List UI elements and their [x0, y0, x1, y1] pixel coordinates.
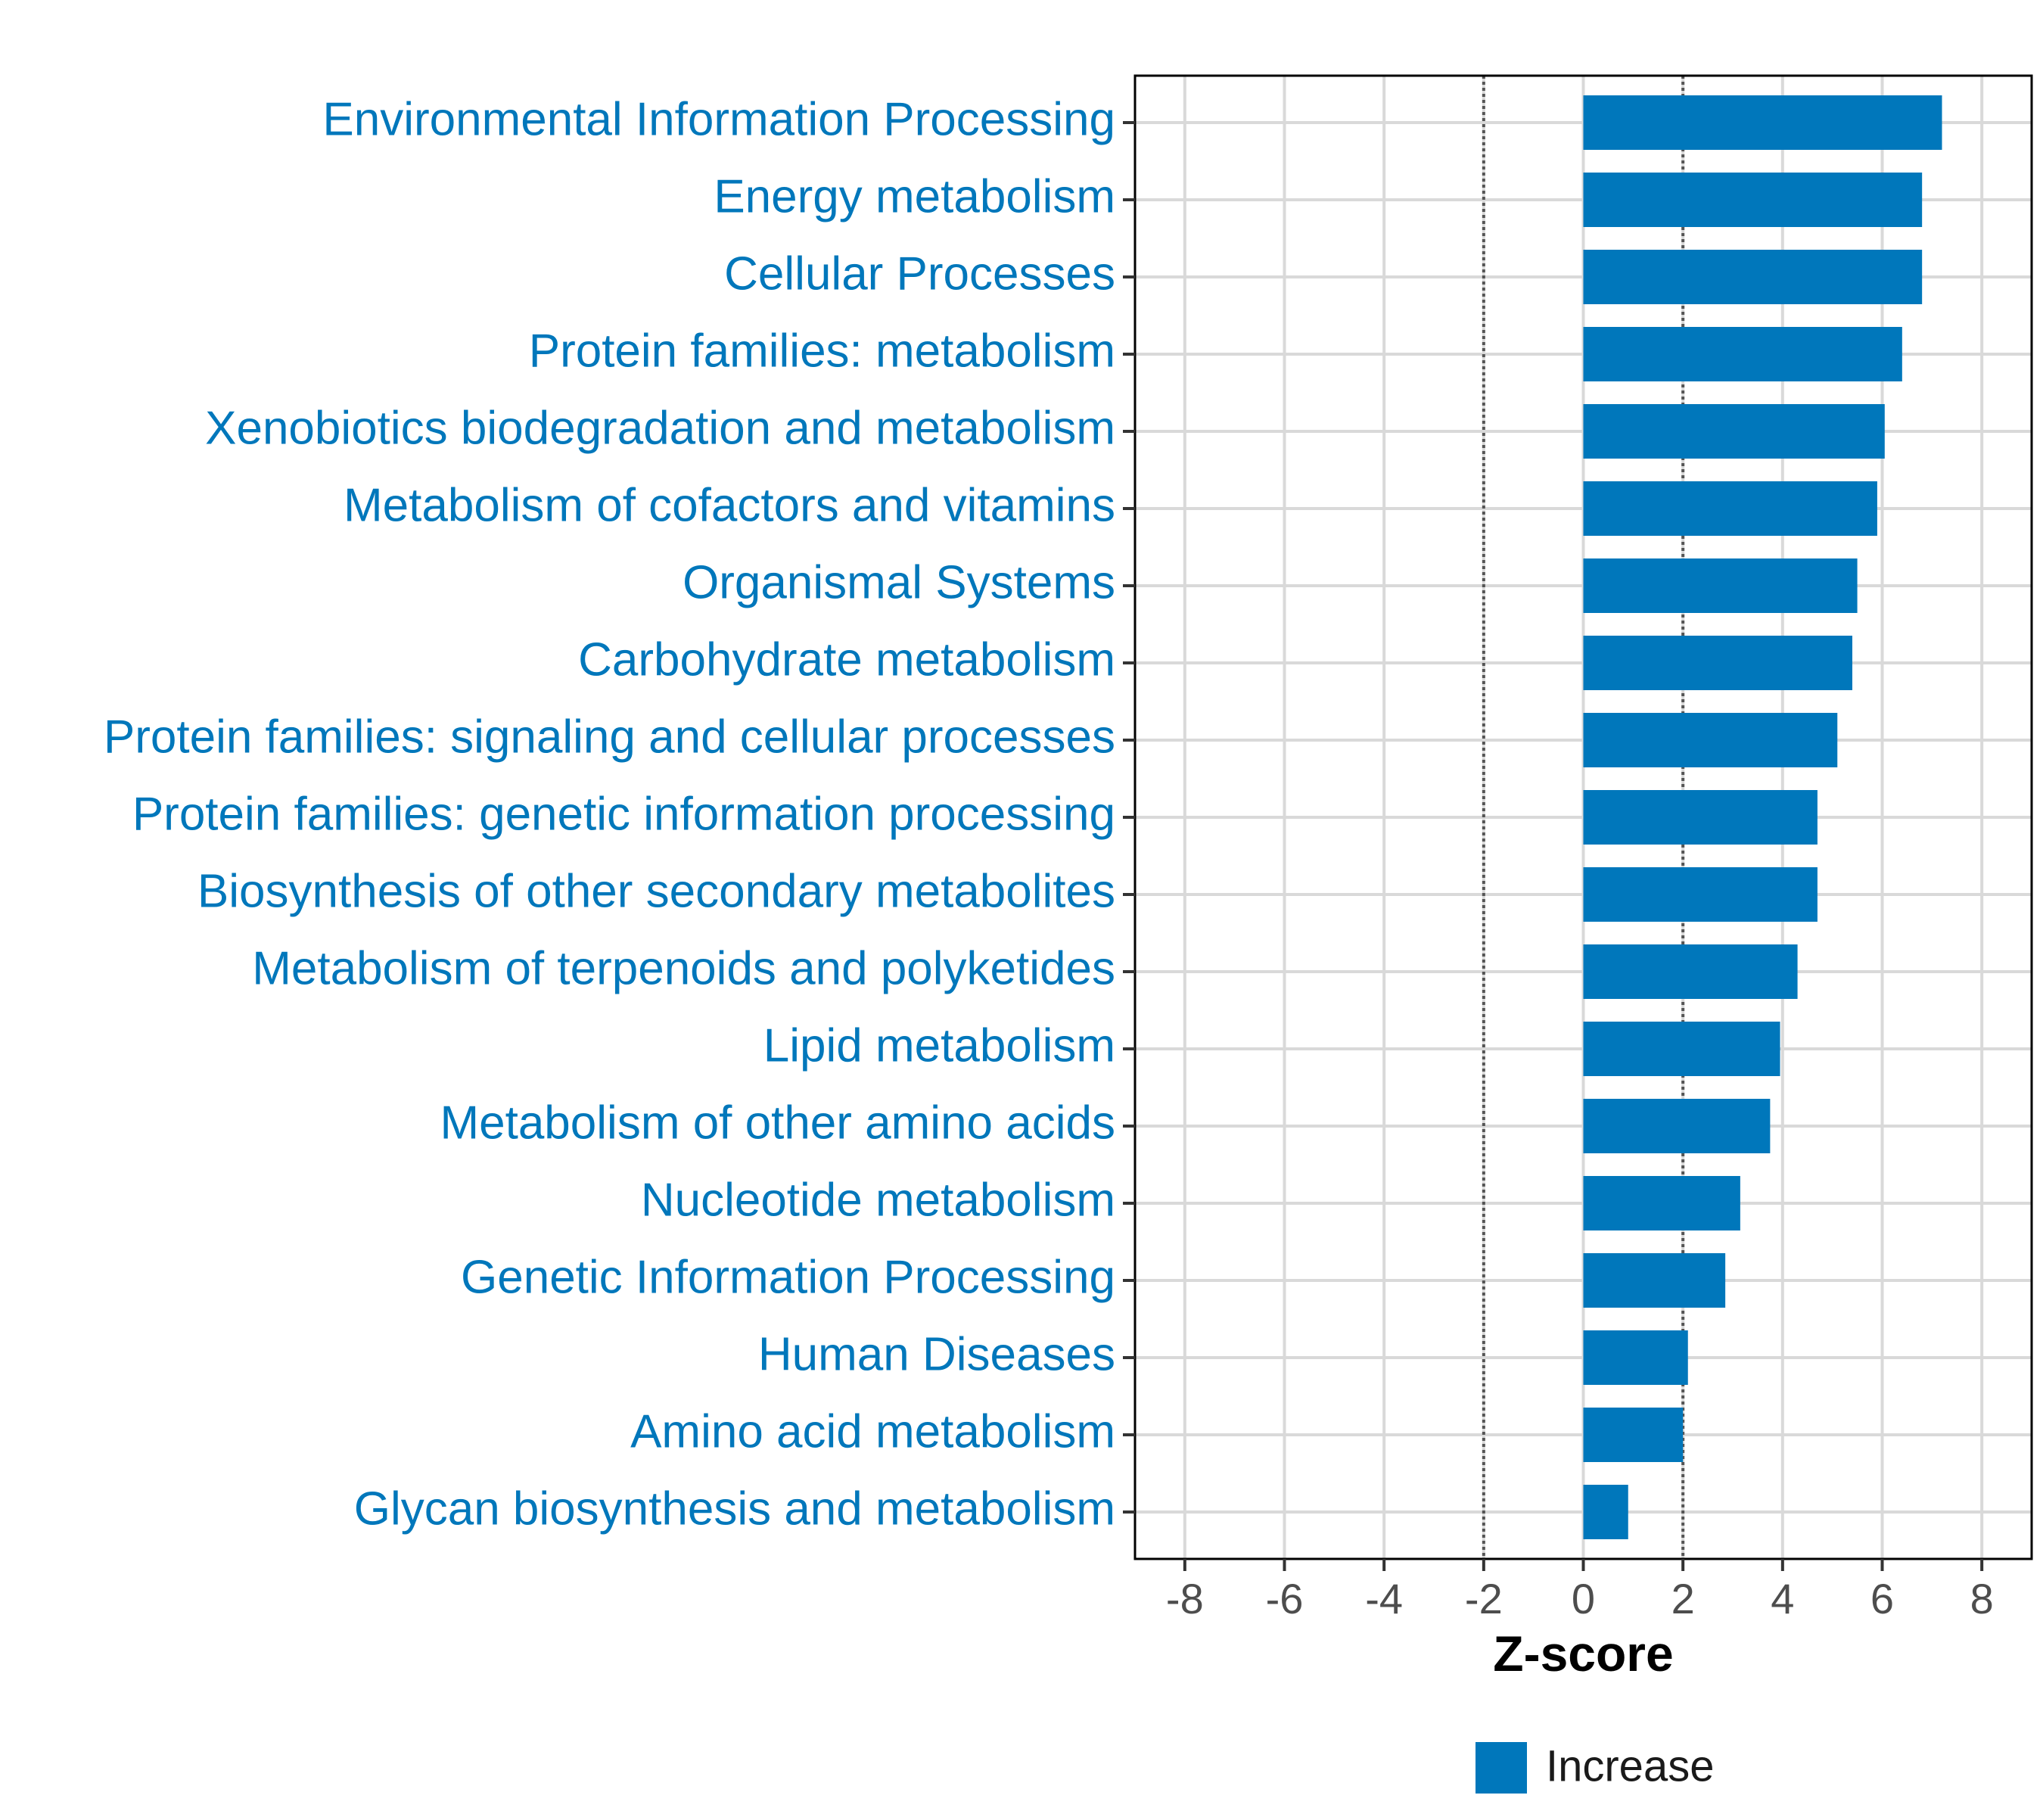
x-tick-label: -4 — [1365, 1575, 1403, 1622]
category-label: Amino acid metabolism — [630, 1405, 1115, 1458]
x-tick-label: 0 — [1572, 1575, 1595, 1622]
x-tick-label: -6 — [1266, 1575, 1304, 1622]
y-axis-labels: Environmental Information Processing Ener… — [104, 93, 1115, 1535]
bar — [1583, 1099, 1771, 1153]
legend: Increase — [1476, 1741, 1714, 1794]
bar — [1583, 404, 1885, 459]
bar — [1583, 713, 1838, 767]
category-label: Energy metabolism — [714, 170, 1115, 222]
category-label: Genetic Information Processing — [461, 1251, 1115, 1303]
category-label: Organismal Systems — [683, 556, 1115, 608]
legend-label: Increase — [1546, 1741, 1714, 1790]
category-label: Metabolism of cofactors and vitamins — [344, 479, 1115, 531]
x-axis-title: Z-score — [1493, 1626, 1673, 1682]
bar — [1583, 327, 1902, 381]
bar — [1583, 1253, 1726, 1308]
x-axis-labels: -8 -6 -4 -2 0 2 4 6 8 — [1166, 1575, 1994, 1622]
bar — [1583, 790, 1818, 845]
bar — [1583, 1485, 1628, 1539]
y-axis-ticks — [1123, 121, 1135, 1514]
category-label: Xenobiotics biodegradation and metabolis… — [205, 402, 1115, 454]
bar — [1583, 1176, 1740, 1230]
x-tick-label: 2 — [1671, 1575, 1695, 1622]
x-tick-label: -8 — [1166, 1575, 1204, 1622]
bar — [1583, 636, 1852, 690]
category-label: Human Diseases — [758, 1328, 1115, 1380]
category-label: Environmental Information Processing — [322, 93, 1115, 145]
legend-swatch — [1476, 1742, 1527, 1794]
bar — [1583, 250, 1923, 304]
category-label: Protein families: genetic information pr… — [132, 788, 1115, 840]
category-label: Metabolism of terpenoids and polyketides — [252, 942, 1115, 994]
x-tick-label: -2 — [1465, 1575, 1503, 1622]
bar — [1583, 867, 1818, 922]
x-tick-label: 6 — [1870, 1575, 1894, 1622]
x-tick-label: 4 — [1771, 1575, 1794, 1622]
category-label: Cellular Processes — [724, 247, 1115, 300]
category-label: Protein families: metabolism — [529, 325, 1115, 377]
bar — [1583, 95, 1942, 150]
x-axis-ticks — [1183, 1559, 1984, 1571]
bar — [1583, 944, 1798, 999]
bar — [1583, 1022, 1780, 1076]
category-label: Metabolism of other amino acids — [440, 1097, 1115, 1149]
bars — [1583, 95, 1942, 1539]
bar — [1583, 481, 1877, 536]
bar — [1583, 1408, 1684, 1462]
category-label: Nucleotide metabolism — [641, 1174, 1115, 1226]
category-label: Biosynthesis of other secondary metaboli… — [197, 865, 1115, 917]
x-tick-label: 8 — [1970, 1575, 1994, 1622]
bar — [1583, 558, 1858, 613]
category-label: Protein families: signaling and cellular… — [104, 711, 1115, 763]
bar — [1583, 173, 1923, 227]
category-label: Lipid metabolism — [763, 1019, 1115, 1072]
category-label: Glycan biosynthesis and metabolism — [354, 1482, 1115, 1535]
bar — [1583, 1330, 1688, 1385]
category-label: Carbohydrate metabolism — [578, 633, 1115, 686]
